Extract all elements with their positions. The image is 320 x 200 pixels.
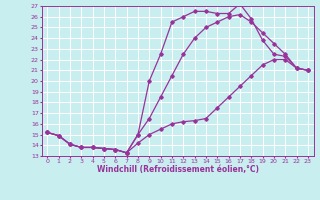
X-axis label: Windchill (Refroidissement éolien,°C): Windchill (Refroidissement éolien,°C) xyxy=(97,165,259,174)
